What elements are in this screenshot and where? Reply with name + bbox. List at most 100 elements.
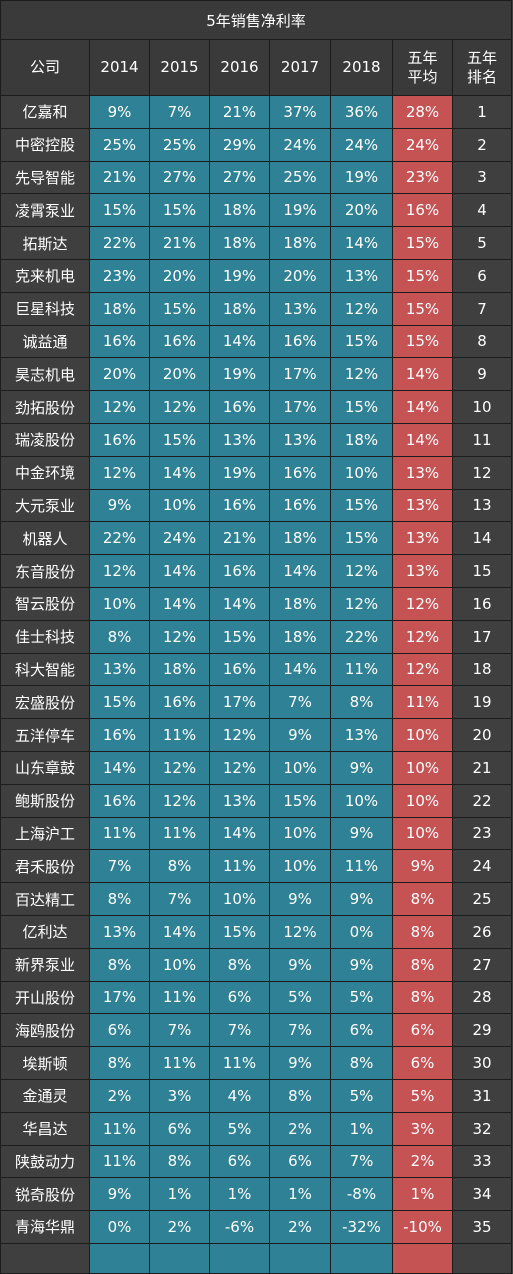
year-value-cell: 23%: [89, 258, 150, 293]
year-value-cell: 6%: [149, 1111, 210, 1146]
year-value-cell: 18%: [269, 521, 331, 556]
year-value-cell: 17%: [209, 685, 270, 720]
rank-cell: 9: [451, 357, 513, 392]
year-value-cell: 27%: [209, 160, 270, 195]
table-row: 昊志机电 20% 20% 19% 17% 12% 14% 9: [0, 357, 513, 392]
company-cell: 海鸥股份: [0, 1013, 90, 1048]
empty-cell: [0, 1242, 90, 1274]
table-row: 新界泵业 8% 10% 8% 9% 9% 8% 27: [0, 947, 513, 982]
year-value-cell: 6%: [269, 1144, 331, 1179]
table-row: 华昌达 11% 6% 5% 2% 1% 3% 32: [0, 1111, 513, 1146]
rank-cell: 2: [451, 127, 513, 162]
year-value-cell: 14%: [209, 324, 270, 359]
empty-cell: [269, 1242, 331, 1274]
average-value-cell: 16%: [392, 193, 453, 228]
year-value-cell: 10%: [269, 849, 331, 884]
year-value-cell: 16%: [89, 324, 150, 359]
year-value-cell: 0%: [89, 1210, 150, 1244]
company-cell: 大元泵业: [0, 488, 90, 523]
year-value-cell: 1%: [269, 1177, 331, 1212]
year-value-cell: 11%: [330, 652, 393, 687]
rank-cell: 12: [451, 455, 513, 490]
average-value-cell: 13%: [392, 455, 453, 490]
rank-cell: 10: [451, 390, 513, 424]
average-value-cell: 10%: [392, 783, 453, 818]
year-value-cell: 14%: [149, 455, 210, 490]
year-value-cell: 17%: [269, 390, 331, 424]
year-value-cell: 11%: [89, 816, 150, 851]
year-value-cell: 21%: [149, 226, 210, 260]
table-row: 青海华鼎 0% 2% -6% 2% -32% -10% 35: [0, 1210, 513, 1244]
table-row: 君禾股份 7% 8% 11% 10% 11% 9% 24: [0, 849, 513, 884]
year-value-cell: 7%: [209, 1013, 270, 1048]
year-value-cell: -32%: [330, 1210, 393, 1244]
average-value-cell: 24%: [392, 127, 453, 162]
year-value-cell: 1%: [149, 1177, 210, 1212]
year-value-cell: 13%: [330, 718, 393, 752]
average-value-cell: 12%: [392, 619, 453, 654]
year-value-cell: 8%: [89, 1046, 150, 1080]
table-row: 智云股份 10% 14% 14% 18% 12% 12% 16: [0, 586, 513, 621]
year-value-cell: 7%: [149, 882, 210, 916]
year-value-cell: 37%: [269, 95, 331, 129]
year-value-cell: 8%: [330, 685, 393, 720]
year-value-cell: 7%: [330, 1144, 393, 1179]
year-value-cell: 10%: [149, 947, 210, 982]
company-cell: 华昌达: [0, 1111, 90, 1146]
rank-cell: 14: [451, 521, 513, 556]
table-row: 诚益通 16% 16% 14% 16% 15% 15% 8: [0, 324, 513, 359]
year-value-cell: 15%: [149, 422, 210, 457]
table-row: 山东章鼓 14% 12% 12% 10% 9% 10% 21: [0, 750, 513, 785]
table-row: 海鸥股份 6% 7% 7% 7% 6% 6% 29: [0, 1013, 513, 1048]
header-year-2018: 2018: [330, 39, 393, 96]
year-value-cell: 5%: [269, 980, 331, 1015]
average-value-cell: 6%: [392, 1013, 453, 1048]
company-cell: 山东章鼓: [0, 750, 90, 785]
empty-cell: [451, 1242, 513, 1274]
year-value-cell: 12%: [269, 914, 331, 949]
table-row: 大元泵业 9% 10% 16% 16% 15% 13% 13: [0, 488, 513, 523]
year-value-cell: 25%: [269, 160, 331, 195]
year-value-cell: 21%: [209, 521, 270, 556]
company-cell: 中金环境: [0, 455, 90, 490]
company-cell: 克来机电: [0, 258, 90, 293]
rank-cell: 25: [451, 882, 513, 916]
year-value-cell: 20%: [149, 258, 210, 293]
company-cell: 瑞凌股份: [0, 422, 90, 457]
year-value-cell: 2%: [89, 1078, 150, 1113]
year-value-cell: 12%: [330, 554, 393, 588]
year-value-cell: 19%: [209, 258, 270, 293]
company-cell: 亿利达: [0, 914, 90, 949]
rank-cell: 27: [451, 947, 513, 982]
header-average-line2: 平均: [407, 67, 438, 86]
company-cell: 诚益通: [0, 324, 90, 359]
year-value-cell: 12%: [330, 586, 393, 621]
header-rank-line2: 排名: [467, 67, 498, 86]
year-value-cell: 11%: [209, 1046, 270, 1080]
year-value-cell: 12%: [89, 554, 150, 588]
table-row: 巨星科技 18% 15% 18% 13% 12% 15% 7: [0, 291, 513, 326]
average-value-cell: 10%: [392, 718, 453, 752]
year-value-cell: 22%: [89, 521, 150, 556]
year-value-cell: 11%: [149, 718, 210, 752]
average-value-cell: 15%: [392, 258, 453, 293]
year-value-cell: 18%: [209, 226, 270, 260]
company-cell: 百达精工: [0, 882, 90, 916]
table-row: 凌霄泵业 15% 15% 18% 19% 20% 16% 4: [0, 193, 513, 228]
table-row: 克来机电 23% 20% 19% 20% 13% 15% 6: [0, 258, 513, 293]
year-value-cell: 27%: [149, 160, 210, 195]
year-value-cell: 16%: [269, 324, 331, 359]
year-value-cell: 16%: [269, 488, 331, 523]
year-value-cell: 18%: [269, 226, 331, 260]
average-value-cell: 8%: [392, 947, 453, 982]
rank-cell: 13: [451, 488, 513, 523]
year-value-cell: 14%: [209, 586, 270, 621]
year-value-cell: 18%: [209, 193, 270, 228]
header-five-year-rank: 五年 排名: [451, 39, 513, 96]
table-row: 佳士科技 8% 12% 15% 18% 22% 12% 17: [0, 619, 513, 654]
year-value-cell: 15%: [89, 685, 150, 720]
year-value-cell: 20%: [269, 258, 331, 293]
table-row: 开山股份 17% 11% 6% 5% 5% 8% 28: [0, 980, 513, 1015]
year-value-cell: 11%: [89, 1144, 150, 1179]
year-value-cell: 8%: [149, 849, 210, 884]
